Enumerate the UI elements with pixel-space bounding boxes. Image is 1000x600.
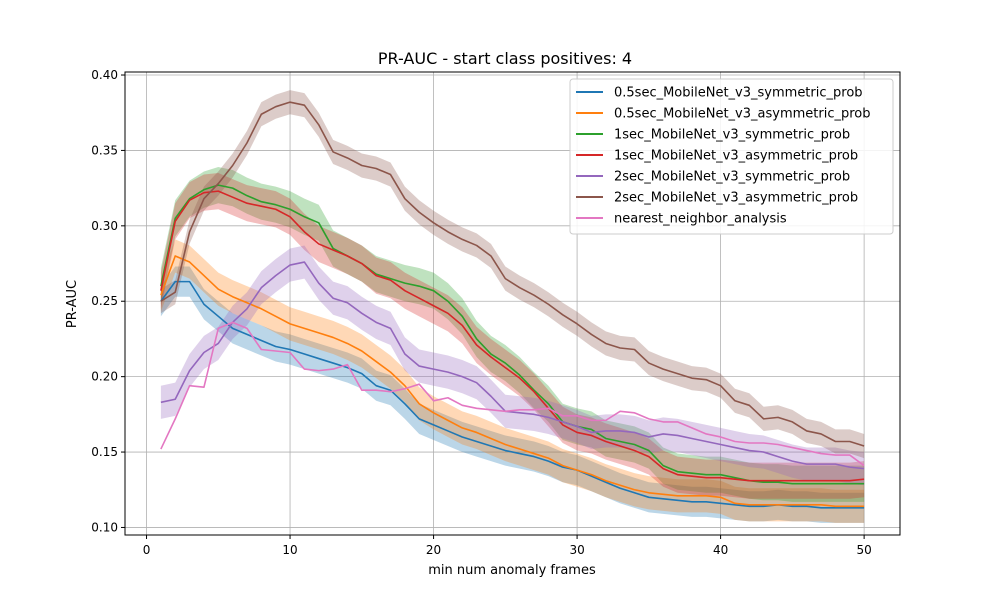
series-line-1 (160, 255, 865, 508)
series-line-3 (160, 190, 865, 482)
legend-box (569, 78, 894, 235)
confidence-band-5 (160, 90, 865, 459)
x-axis-ticks: 0 10 20 30 40 50 (143, 535, 872, 557)
x-tick-label: 10 (282, 543, 297, 557)
legend-entry: 2sec_MobileNet_v3_symmetric_prob (614, 170, 850, 185)
series-line-6 (160, 321, 865, 467)
confidence-band-3 (160, 173, 865, 499)
x-tick-label: 50 (856, 543, 871, 557)
x-tick-label: 30 (569, 543, 584, 557)
confidence-band-4 (160, 245, 865, 486)
plot-area-frame (124, 71, 901, 536)
legend-entry: 1sec_MobileNet_v3_symmetric_prob (614, 128, 850, 143)
confidence-band-0 (160, 266, 865, 523)
y-tick-label: 0.35 (91, 143, 118, 157)
legend-entry: 0.5sec_MobileNet_v3_symmetric_prob (614, 86, 863, 101)
y-tick-label: 0.15 (91, 445, 118, 459)
series-line-4 (160, 261, 865, 470)
y-tick-label: 0.25 (91, 294, 118, 308)
y-tick-label: 0.10 (91, 520, 118, 534)
series-line-5 (160, 101, 865, 447)
legend: 0.5sec_MobileNet_v3_symmetric_prob 0.5sec… (569, 78, 894, 235)
series-line-0 (160, 280, 865, 509)
y-tick-label: 0.20 (91, 370, 118, 384)
x-tick-label: 0 (143, 543, 151, 557)
y-axis-label: PR-AUC (65, 280, 80, 328)
confidence-band-1 (160, 239, 865, 523)
chart-title: PR-AUC - start class positives: 4 (378, 49, 632, 68)
x-tick-label: 20 (426, 543, 441, 557)
legend-entry: nearest_neighbor_analysis (614, 212, 787, 227)
y-tick-label: 0.30 (91, 219, 118, 233)
y-axis-ticks: 0.10 0.15 0.20 0.25 0.30 0.35 0.40 (91, 68, 125, 534)
series-lines (160, 101, 865, 509)
legend-entry: 1sec_MobileNet_v3_asymmetric_prob (614, 149, 858, 164)
y-tick-label: 0.40 (91, 68, 118, 82)
x-axis-label: min num anomaly frames (428, 563, 596, 578)
x-tick-label: 40 (713, 543, 728, 557)
legend-entry: 0.5sec_MobileNet_v3_asymmetric_prob (614, 107, 871, 122)
legend-entry: 2sec_MobileNet_v3_asymmetric_prob (614, 191, 858, 206)
